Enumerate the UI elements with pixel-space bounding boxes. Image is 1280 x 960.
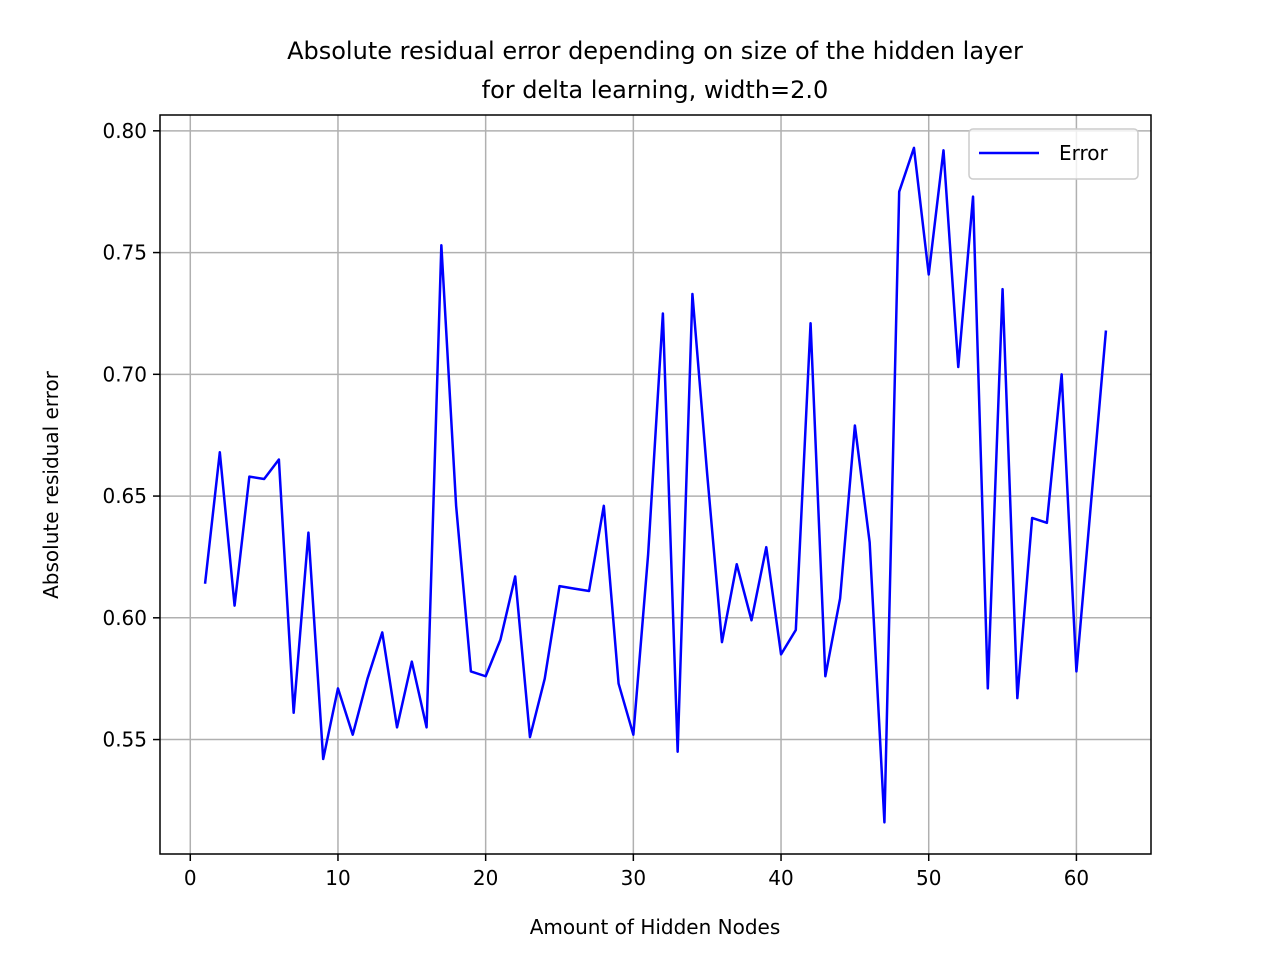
y-tick-label: 0.70 xyxy=(102,362,147,386)
legend-label-error: Error xyxy=(1059,141,1109,165)
chart-title-line1: Absolute residual error depending on siz… xyxy=(287,37,1023,65)
chart-title-line2: for delta learning, width=2.0 xyxy=(482,76,829,104)
y-tick-label: 0.65 xyxy=(102,484,147,508)
grid xyxy=(160,115,1151,854)
x-tick-label: 0 xyxy=(184,866,197,890)
legend-box xyxy=(968,128,1139,180)
axis-ticks: 0 10 20 30 40 50 60 0.55 0.60 0.65 0.70 0.75 0.80 xyxy=(102,119,1089,890)
x-tick-label: 50 xyxy=(916,866,941,890)
x-tick-label: 40 xyxy=(768,866,793,890)
y-tick-label: 0.55 xyxy=(102,728,147,752)
x-tick-label: 20 xyxy=(473,866,498,890)
axes-frame xyxy=(159,114,1152,855)
x-tick-label: 30 xyxy=(621,866,646,890)
y-tick-label: 0.60 xyxy=(102,606,147,630)
x-tick-label: 60 xyxy=(1064,866,1089,890)
y-tick-label: 0.80 xyxy=(102,119,147,143)
series-line-error xyxy=(203,146,1108,824)
y-axis-label: Absolute residual error xyxy=(39,370,63,599)
y-tick-label: 0.75 xyxy=(102,241,147,265)
legend: Error xyxy=(968,128,1139,180)
x-tick-label: 10 xyxy=(325,866,350,890)
x-axis-label: Amount of Hidden Nodes xyxy=(530,915,781,939)
plot-area xyxy=(203,146,1108,824)
